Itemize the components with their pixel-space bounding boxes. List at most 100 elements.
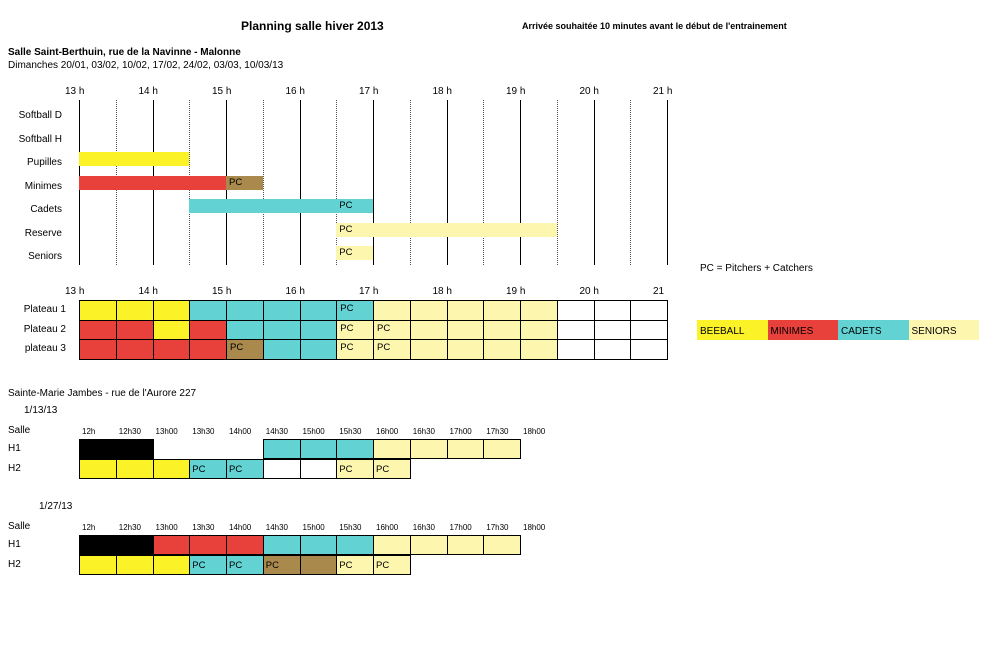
slot-cell (299, 554, 338, 575)
time-slot-label: 16h00 (376, 523, 399, 532)
slot-cell (115, 439, 154, 459)
plateau-row-label: Plateau 1 (23, 304, 66, 315)
time-slot-label: 18h00 (523, 427, 546, 436)
legend-label: BEEBALL (700, 326, 745, 337)
hour-tick-label: 17 h (359, 286, 379, 297)
team-row-label: Seniors (28, 251, 62, 262)
plateau-cell (189, 339, 227, 360)
plateau-cell (262, 339, 301, 360)
slot-cell (409, 535, 448, 555)
plateau-cell (115, 339, 154, 360)
pc-tag: PC (376, 463, 390, 475)
plateau-cell (593, 300, 632, 321)
slot-cell (262, 439, 301, 459)
time-slot-label: 15h00 (302, 523, 325, 532)
plateau-cell (189, 319, 227, 340)
time-slot-label: 17h30 (486, 523, 509, 532)
team-row-label: Softball H (18, 133, 62, 145)
schedule-bar: PC (336, 222, 557, 237)
plateau-cell: PC (336, 319, 374, 340)
plateau-cell (299, 339, 338, 360)
slot-cell (262, 458, 301, 479)
slot-cell (446, 535, 485, 555)
pc-legend-note: PC = Pitchers + Catchers (700, 263, 813, 274)
hour-gridline (299, 100, 301, 265)
slot-cell (373, 535, 411, 555)
slot-cell (115, 554, 154, 575)
schedule-bar: PC (226, 175, 263, 190)
slot-cell (79, 554, 117, 575)
plateau-cell: PC (336, 339, 374, 360)
hour-tick-label: 16 h (285, 86, 305, 97)
plateau-cell (446, 319, 485, 340)
plateau-cell (79, 319, 117, 340)
slot-cell: PC (226, 458, 264, 479)
slot-cell (483, 535, 521, 555)
hour-tick-label: 21 h (653, 86, 673, 97)
half-hour-gridline (483, 100, 485, 265)
plateau-cell (79, 300, 117, 321)
slot-cell (409, 439, 448, 459)
slot-cell: PC (226, 554, 264, 575)
slot-cell (152, 554, 191, 575)
hour-tick-label: 14 h (138, 286, 158, 297)
time-slot-label: 12h30 (118, 427, 141, 436)
plateau-cell (299, 319, 338, 340)
plateau-cell (115, 319, 154, 340)
time-slot-label: 12h (82, 427, 96, 436)
section1-dates: Dimanches 20/01, 03/02, 10/02, 17/02, 24… (8, 60, 284, 71)
plateau-cell (446, 339, 485, 360)
hour-tick-label: 13 h (65, 86, 85, 97)
legend-label: SENIORS (911, 326, 957, 337)
slot-cell (226, 535, 264, 555)
hour-gridline (520, 100, 521, 265)
plateau-cell: PC (226, 339, 264, 360)
court-label: H1 (8, 539, 21, 550)
time-slot-label: 13h30 (192, 523, 215, 532)
slot-cell: PC (189, 554, 227, 575)
hour-gridline (446, 100, 448, 265)
legend-swatch: BEEBALL (697, 320, 768, 340)
slot-cell: PC (336, 554, 374, 575)
plateau-cell (593, 339, 632, 360)
hour-tick-label: 13 h (65, 286, 85, 297)
hour-gridline (667, 100, 668, 265)
hour-gridline (593, 100, 595, 265)
time-slot-label: 14h30 (265, 427, 288, 436)
plateau-cell (409, 339, 448, 360)
section2-location: Sainte-Marie Jambes - rue de l'Aurore 22… (8, 388, 197, 399)
schedule-bar (79, 152, 190, 166)
plateau-cell (262, 300, 301, 321)
court-label: H2 (8, 558, 21, 570)
hour-tick-label: 18 h (432, 86, 452, 97)
pc-tag: PC (377, 322, 391, 334)
schedule-bar (79, 175, 226, 190)
pc-tag: PC (229, 176, 243, 188)
time-slot-label: 13h30 (192, 427, 215, 436)
slot-cell (152, 458, 191, 479)
pc-tag: PC (229, 559, 243, 571)
hour-tick-label: 14 h (138, 86, 158, 97)
pc-tag: PC (192, 463, 206, 475)
slot-cell: PC (262, 554, 301, 575)
plateau-cell (262, 319, 301, 340)
plateau-cell (630, 300, 668, 321)
plateau-cell: PC (336, 300, 374, 321)
plateau-cell (483, 300, 521, 321)
hour-tick-label: 15 h (212, 286, 232, 297)
time-slot-label: 16h00 (376, 427, 399, 436)
session-date: 1/27/13 (39, 501, 73, 512)
plateau-cell (152, 339, 191, 360)
plateau-cell (226, 319, 264, 340)
hour-tick-label: 21 (653, 286, 665, 297)
plateau-row-label: plateau 3 (24, 343, 66, 354)
session-date: 1/13/13 (24, 405, 58, 416)
court-label: H2 (8, 462, 21, 474)
slot-cell (299, 458, 338, 479)
pc-tag: PC (339, 200, 353, 211)
slot-cell (446, 439, 485, 459)
hour-tick-label: 19 h (506, 86, 526, 97)
pc-tag: PC (229, 463, 243, 475)
plateau-cell (630, 319, 668, 340)
salle-label: Salle (8, 521, 31, 532)
